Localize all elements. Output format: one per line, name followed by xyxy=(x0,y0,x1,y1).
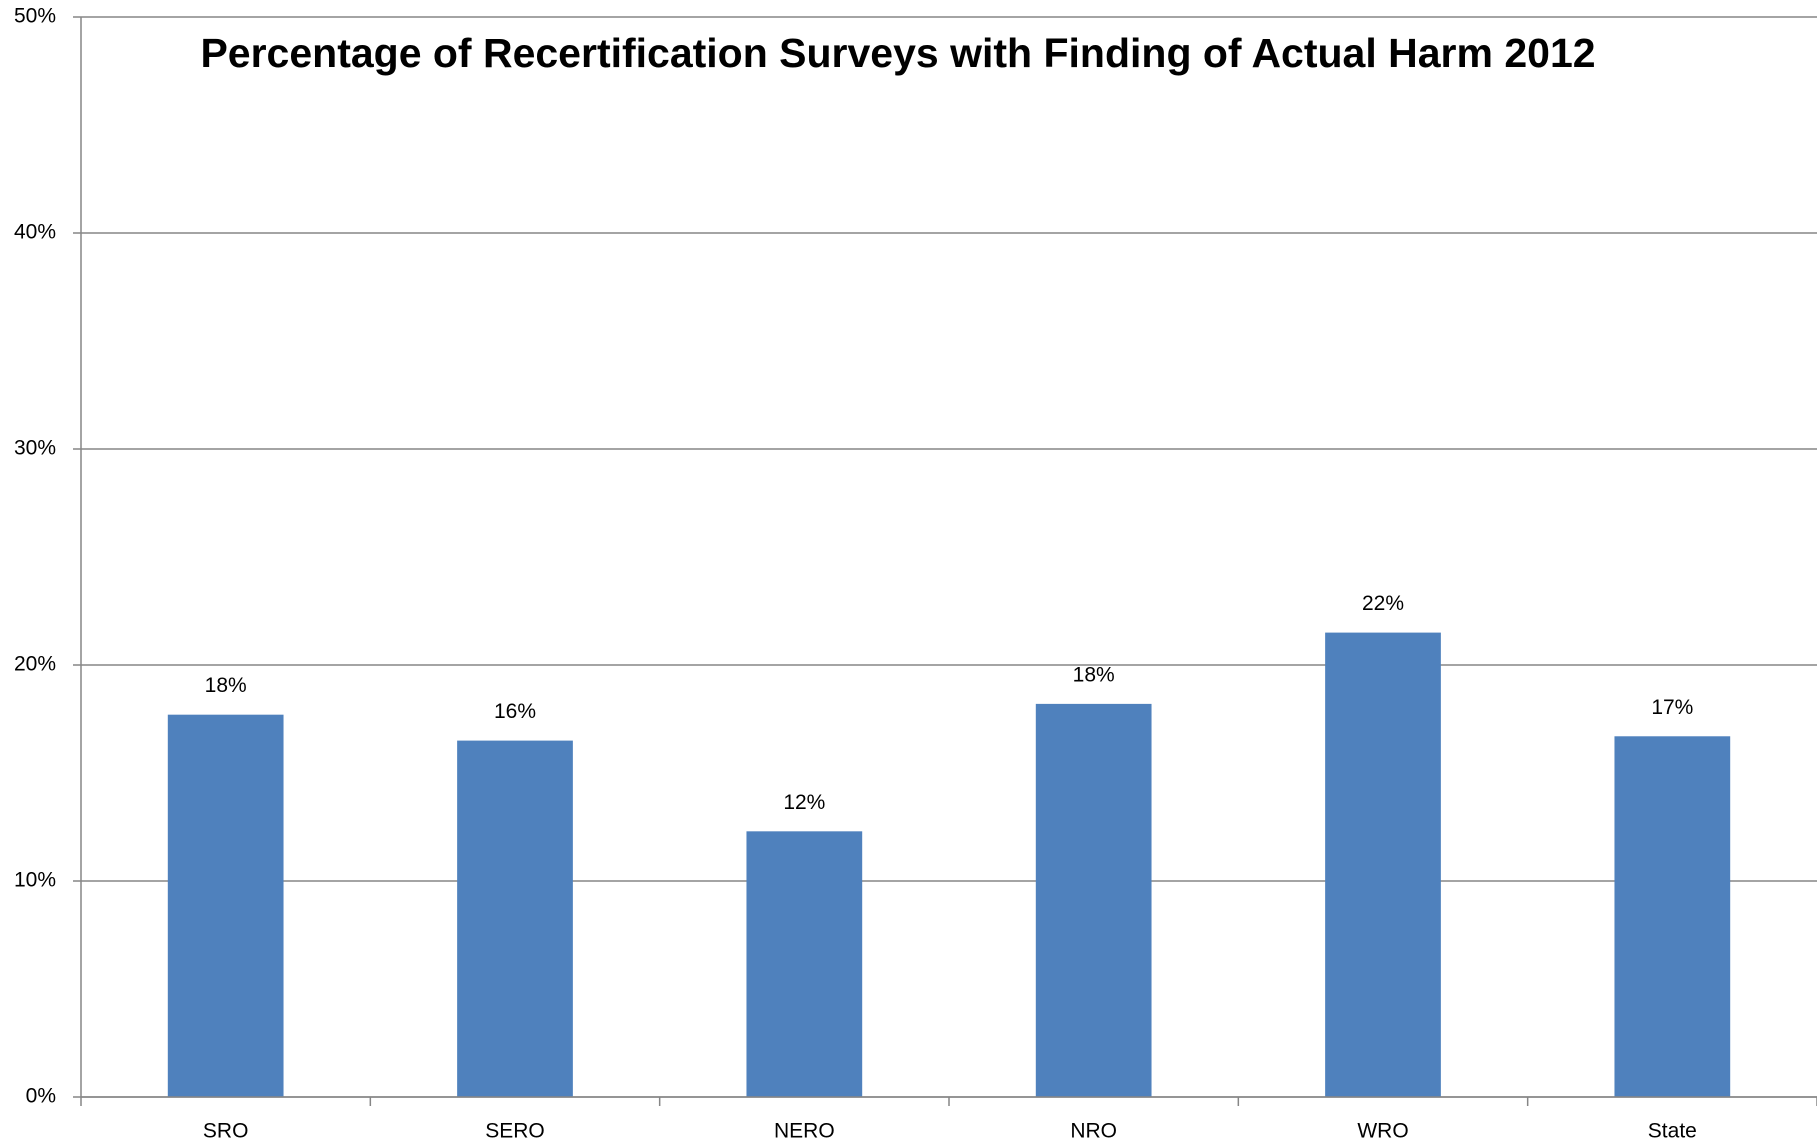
data-label: 18% xyxy=(1073,663,1115,686)
x-tick-label: State xyxy=(1648,1120,1697,1143)
y-tick-label: 30% xyxy=(14,437,56,460)
y-tick-label: 0% xyxy=(26,1085,56,1108)
y-tick-label: 20% xyxy=(14,653,56,676)
x-tick-label: SERO xyxy=(485,1120,545,1143)
data-label: 12% xyxy=(783,791,825,814)
chart-title: Percentage of Recertification Surveys wi… xyxy=(200,30,1595,76)
bar xyxy=(1035,703,1152,1097)
data-label: 18% xyxy=(205,674,247,697)
x-tick-label: NERO xyxy=(774,1120,835,1143)
y-tick-label: 10% xyxy=(14,869,56,892)
bar xyxy=(457,740,573,1097)
x-tick-label: NRO xyxy=(1070,1120,1117,1143)
data-label: 16% xyxy=(494,700,536,723)
y-tick-label: 50% xyxy=(14,5,56,28)
x-tick-label: WRO xyxy=(1357,1120,1408,1143)
bar xyxy=(746,831,863,1097)
bar xyxy=(167,714,284,1097)
data-label: 22% xyxy=(1362,592,1404,615)
bar xyxy=(1325,632,1441,1097)
x-tick-label: SRO xyxy=(203,1120,249,1143)
y-tick-label: 40% xyxy=(14,221,56,244)
bar xyxy=(1614,736,1731,1097)
data-label: 17% xyxy=(1651,696,1693,719)
